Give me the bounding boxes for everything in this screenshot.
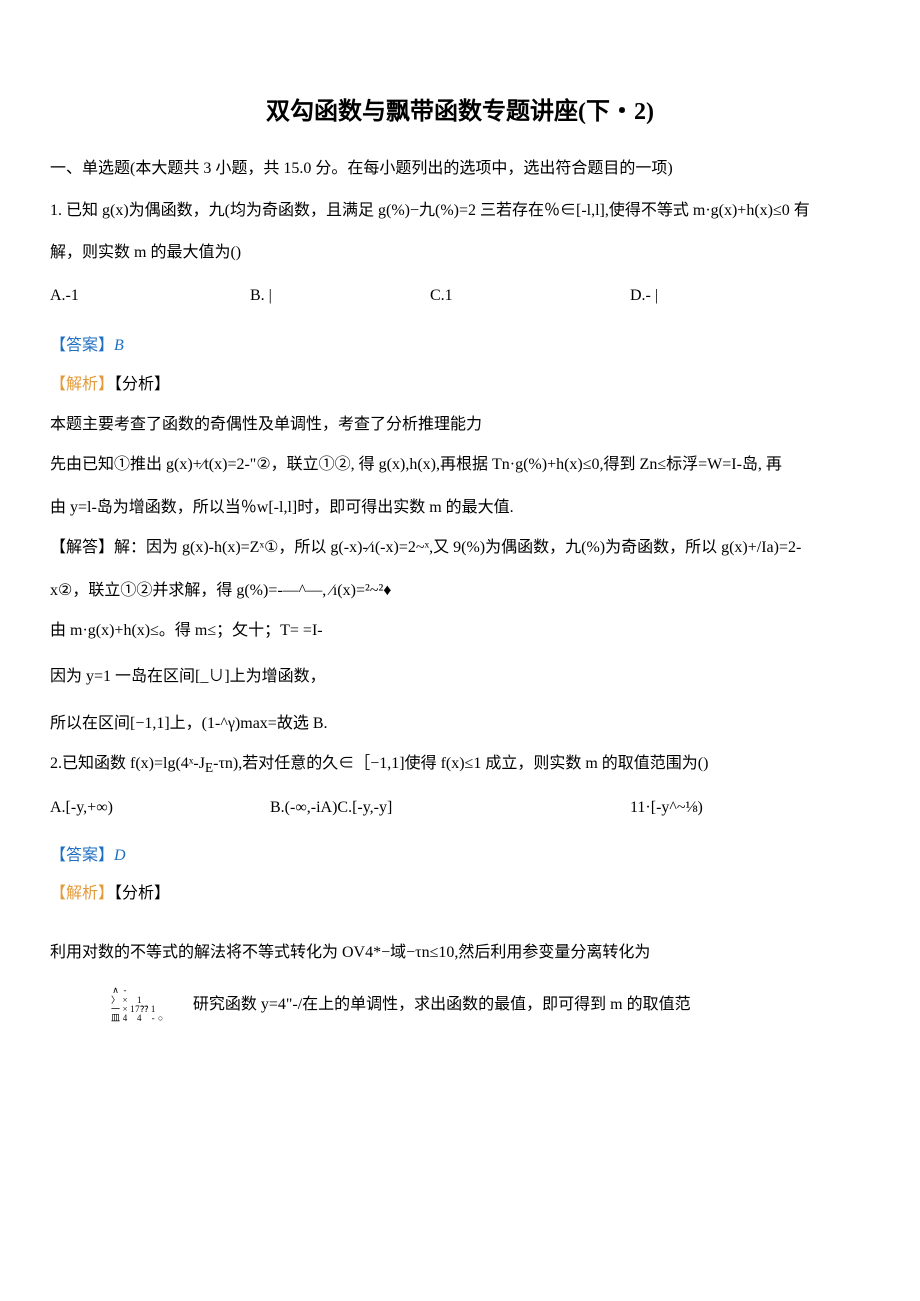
tiny-col-4: 1 - xyxy=(151,1005,156,1024)
q2-analysis-prefix: 【解析】 xyxy=(50,885,114,902)
tiny-g: 皿 xyxy=(111,1014,121,1023)
q1-line5: x②，联立①②并求解，得 g(%)=-—^—, ∕ı(x)=²~²♦ xyxy=(50,576,870,606)
q1-line3: 由 y=l-岛为增函数，所以当％w[-l,l]时，即可得出实数 m 的最大值. xyxy=(50,493,870,523)
tiny-col-1: ∧ 〉 一 皿 xyxy=(111,986,121,1024)
tiny-g: ○ xyxy=(158,1014,164,1023)
tiny-g: 4 xyxy=(123,1014,128,1023)
q1-line4: 【解答】解：因为 g(x)-h(x)=Zˣ①，所以 g(-x)-∕ı(-x)=2… xyxy=(50,533,870,563)
q1-line7: 因为 y=1 一岛在区间[_∪]上为增函数， xyxy=(50,662,870,692)
q1-line1: 本题主要考查了函数的奇偶性及单调性，考查了分析推理能力 xyxy=(50,410,870,440)
q1-analysis-header: 【解析】【分析】 xyxy=(50,370,870,400)
q1-option-d: D.- | xyxy=(630,281,658,311)
q2-answer-label: 【答案】 xyxy=(50,847,114,864)
q1-answer-letter: B xyxy=(114,337,124,354)
q2-analysis-suffix: 【分析】 xyxy=(114,885,170,902)
tiny-glyph-stack: ∧ 〉 一 皿 - × × 4 1 17⁇ 4 1 - ○ xyxy=(110,986,165,1024)
tiny-g: 4 xyxy=(137,1014,142,1023)
q2-option-a: A.[-y,+∞) xyxy=(50,793,270,823)
tiny-g: - xyxy=(152,1014,156,1023)
q1-answer: 【答案】B xyxy=(50,331,870,361)
page-title: 双勾函数与飘带函数专题讲座(下・2) xyxy=(50,90,870,136)
q1-line8: 所以在区间[−1,1]上，(1-^γ)max=故选 B. xyxy=(50,709,870,739)
q1-option-c: C.1 xyxy=(430,281,630,311)
q1-options: A.-1 B. | C.1 D.- | xyxy=(50,281,870,311)
q1-option-b: B. | xyxy=(250,281,430,311)
q1-analysis-prefix: 【解析】 xyxy=(50,376,114,393)
q2-option-bc: B.(-∞,-iA)C.[-y,-y] xyxy=(270,793,630,823)
q2-line1: 利用对数的不等式的解法将不等式转化为 OV4*−域−τn≤10,然后利用参变量分… xyxy=(50,938,870,968)
q2-stem: 2.已知函数 f(x)=lg(4ˣ-JE-τn),若对任意的久∈［−1,1]使得… xyxy=(50,749,870,781)
tiny-col-3: 1 17⁇ 4 xyxy=(130,996,149,1024)
q1-line2: 先由已知①推出 g(x)+∕t(x)=2-"②，联立①②, 得 g(x),h(x… xyxy=(50,450,870,480)
tiny-col-2: - × × 4 xyxy=(123,986,129,1024)
q2-answer: 【答案】D xyxy=(50,841,870,871)
q2-line2: 研究函数 y=4"-/在上的单调性，求出函数的最值，即可得到 m 的取值范 xyxy=(193,990,691,1020)
q2-analysis-header: 【解析】【分析】 xyxy=(50,879,870,909)
tiny-col-5: ○ xyxy=(158,1014,164,1023)
q1-option-a: A.-1 xyxy=(50,281,250,311)
q1-answer-label: 【答案】 xyxy=(50,337,114,354)
q2-option-d: 11·[-y^~⅛) xyxy=(630,793,703,823)
q1-analysis-suffix: 【分析】 xyxy=(114,376,170,393)
q2-footnote-row: ∧ 〉 一 皿 - × × 4 1 17⁇ 4 1 - ○ 研究函数 y=4"-… xyxy=(50,986,870,1024)
q2-options: A.[-y,+∞) B.(-∞,-iA)C.[-y,-y] 11·[-y^~⅛) xyxy=(50,793,870,823)
q2-answer-letter: D xyxy=(114,847,126,864)
q1-stem-line1: 1. 已知 g(x)为偶函数，九(均为奇函数，且满足 g(%)−九(%)=2 三… xyxy=(50,196,870,226)
section-intro: 一、单选题(本大题共 3 小题，共 15.0 分。在每小题列出的选项中，选出符合… xyxy=(50,154,870,184)
q1-line6: 由 m·g(x)+h(x)≤。得 m≤；攵十；T= =I- xyxy=(50,616,870,646)
q1-stem-line2: 解，则实数 m 的最大值为() xyxy=(50,238,870,268)
